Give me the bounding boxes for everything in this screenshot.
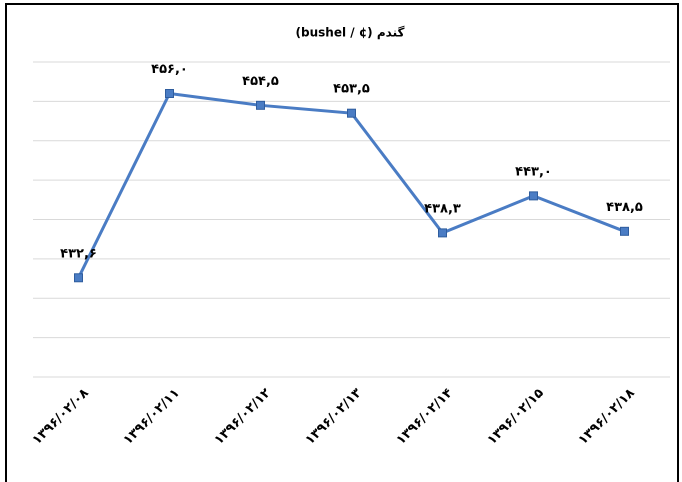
value-label: ۴۵۳,۵ (333, 82, 370, 97)
marker (620, 226, 629, 236)
value-label: ۴۳۸,۳ (424, 201, 461, 216)
marker (74, 273, 83, 283)
value-label: ۴۴۳,۰ (515, 164, 552, 179)
value-label: ۴۳۸,۵ (606, 200, 643, 215)
chart-frame (5, 3, 679, 482)
marker (529, 191, 538, 201)
chart-title: گندم (¢ / bushel) (296, 26, 405, 41)
value-label: ۴۵۶,۰ (151, 62, 188, 77)
marker (347, 108, 356, 118)
value-label: ۴۳۲,۶ (60, 246, 97, 261)
marker (438, 228, 447, 238)
marker (256, 100, 265, 110)
value-label: ۴۵۴,۵ (242, 74, 279, 89)
marker (165, 89, 174, 98)
